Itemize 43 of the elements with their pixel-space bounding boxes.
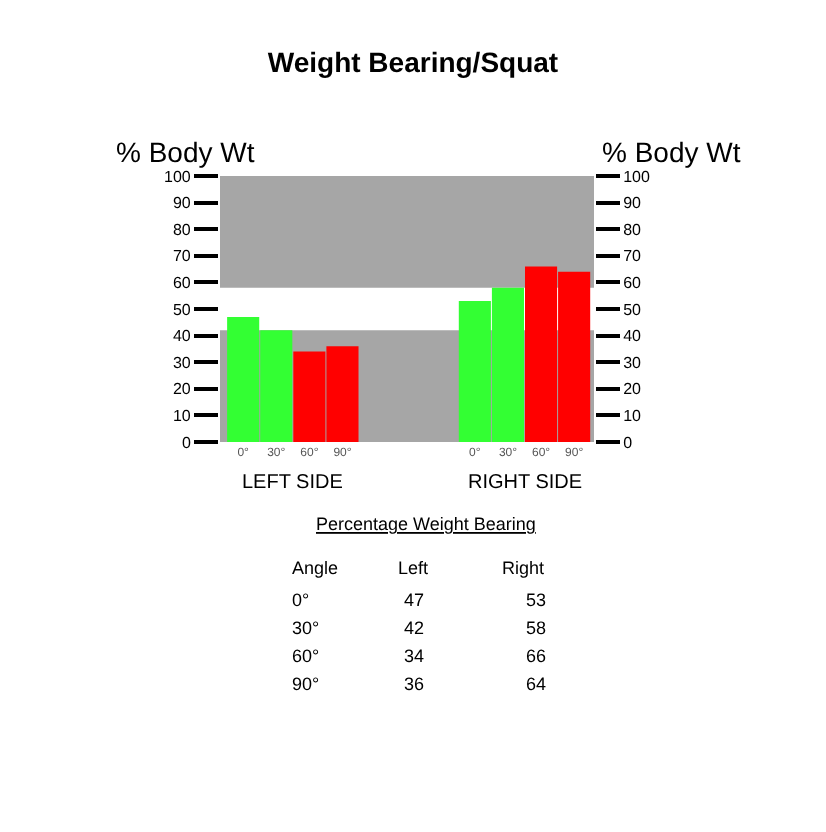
- text: 42: [404, 618, 425, 638]
- text: 53: [526, 590, 547, 610]
- text: 34: [404, 646, 425, 666]
- text: 64: [526, 674, 547, 694]
- y2-tick-label: 100: [623, 167, 651, 186]
- y-tick-label: 0: [181, 433, 192, 452]
- text: Right: [502, 558, 546, 578]
- y2-tick-label: 90: [623, 194, 643, 213]
- y2-tick-label: 0: [623, 433, 634, 452]
- y2-tick-label: 30: [623, 353, 643, 372]
- text: 0°: [292, 590, 311, 610]
- text: 90°: [292, 674, 321, 694]
- y-tick-label: 20: [172, 380, 192, 399]
- chart-title: Weight Bearing/Squat: [267, 46, 559, 79]
- y2-tick-label: 10: [623, 407, 643, 425]
- text: 30°: [292, 618, 321, 638]
- y2-tick-label: 70: [623, 247, 643, 266]
- y-tick-label: 70: [172, 247, 192, 266]
- text: LEFT SIDE: [242, 472, 344, 494]
- y-tick-label: 90: [172, 194, 192, 213]
- text: Percentage Weight Bearing: [316, 514, 536, 534]
- y2-tick-label: 50: [623, 300, 643, 319]
- y2-tick-label: 20: [623, 380, 643, 399]
- text: RIGHT SIDE: [468, 472, 583, 494]
- y-tick-label: 80: [172, 220, 192, 239]
- y-tick-label: 100: [164, 167, 192, 186]
- y-axis-title: % Body Wt: [116, 136, 255, 168]
- y-tick-label: 40: [172, 327, 192, 346]
- text: 66: [526, 646, 547, 666]
- y-tick-label: 60: [172, 274, 192, 292]
- y2-tick-label: 80: [623, 220, 643, 239]
- text: Angle: [292, 558, 339, 578]
- y2-tick-label: 40: [623, 327, 643, 346]
- text: 36: [404, 674, 425, 694]
- text: Left: [398, 558, 430, 578]
- y-tick-label: 10: [172, 407, 192, 425]
- text: 60°: [292, 646, 321, 666]
- text: 58: [526, 618, 547, 638]
- y-tick-label: 30: [172, 353, 192, 372]
- y-tick-label: 50: [172, 300, 192, 319]
- y2-axis-title: % Body Wt: [602, 136, 741, 168]
- y2-tick-label: 60: [623, 274, 643, 292]
- text: 47: [404, 590, 425, 610]
